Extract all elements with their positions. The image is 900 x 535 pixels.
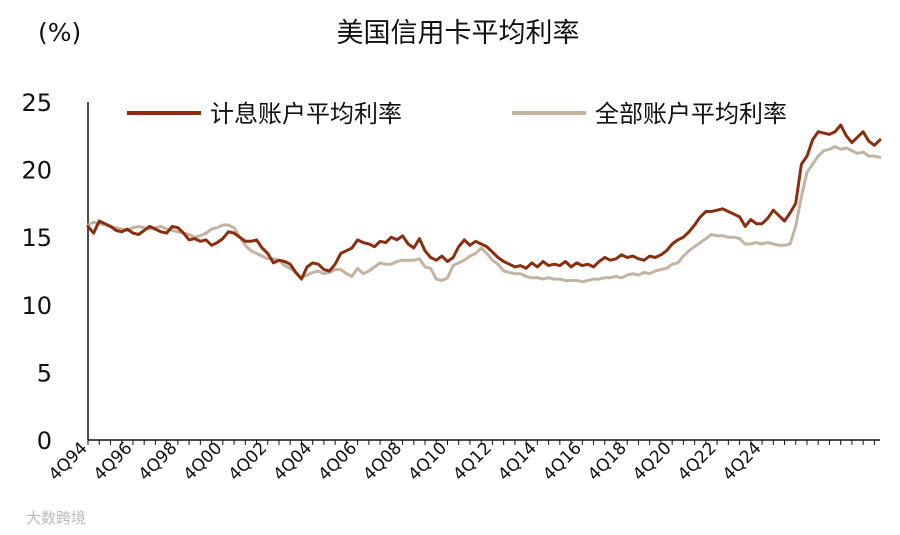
x-tick-label: 4Q20 xyxy=(629,438,676,485)
series-layer xyxy=(86,123,882,284)
x-tick-label: 4Q00 xyxy=(180,438,227,485)
legend: 计息账户平均利率 全部账户平均利率 xyxy=(127,100,787,128)
x-tick-label: 4Q96 xyxy=(90,438,137,485)
legend-label-interest-bearing: 计息账户平均利率 xyxy=(210,100,402,128)
x-tick-label: 4Q16 xyxy=(539,438,586,485)
legend-label-all-accounts: 全部账户平均利率 xyxy=(595,100,787,128)
series-line-all-accounts xyxy=(86,145,882,284)
y-tick-label: 25 xyxy=(21,89,52,117)
y-axis: 0 5 10 15 20 25 xyxy=(21,89,89,455)
x-tick-label: 4Q04 xyxy=(270,438,317,485)
y-tick-label: 5 xyxy=(37,359,52,387)
series-line-interest-bearing xyxy=(86,123,882,281)
x-axis: 4Q944Q964Q984Q004Q024Q044Q064Q084Q104Q12… xyxy=(45,438,880,485)
x-tick-label: 4Q24 xyxy=(719,438,766,485)
x-tick-label: 4Q10 xyxy=(404,438,451,485)
y-tick-label: 0 xyxy=(37,427,52,455)
x-tick-label: 4Q02 xyxy=(225,438,272,485)
y-tick-label: 10 xyxy=(21,292,52,320)
chart-title: 美国信用卡平均利率 xyxy=(337,18,580,49)
x-tick-label: 4Q22 xyxy=(674,438,721,485)
x-tick-label: 4Q12 xyxy=(449,438,496,485)
x-tick-label: 4Q14 xyxy=(494,438,541,485)
x-tick-label: 4Q18 xyxy=(584,438,631,485)
x-tick-label: 4Q98 xyxy=(135,438,182,485)
x-tick-label: 4Q08 xyxy=(360,438,407,485)
y-tick-label: 15 xyxy=(21,224,52,252)
y-unit-label: (%) xyxy=(38,18,81,47)
y-tick-label: 20 xyxy=(21,157,52,185)
watermark: 大数跨境 xyxy=(26,509,86,527)
x-tick-label: 4Q06 xyxy=(315,438,362,485)
